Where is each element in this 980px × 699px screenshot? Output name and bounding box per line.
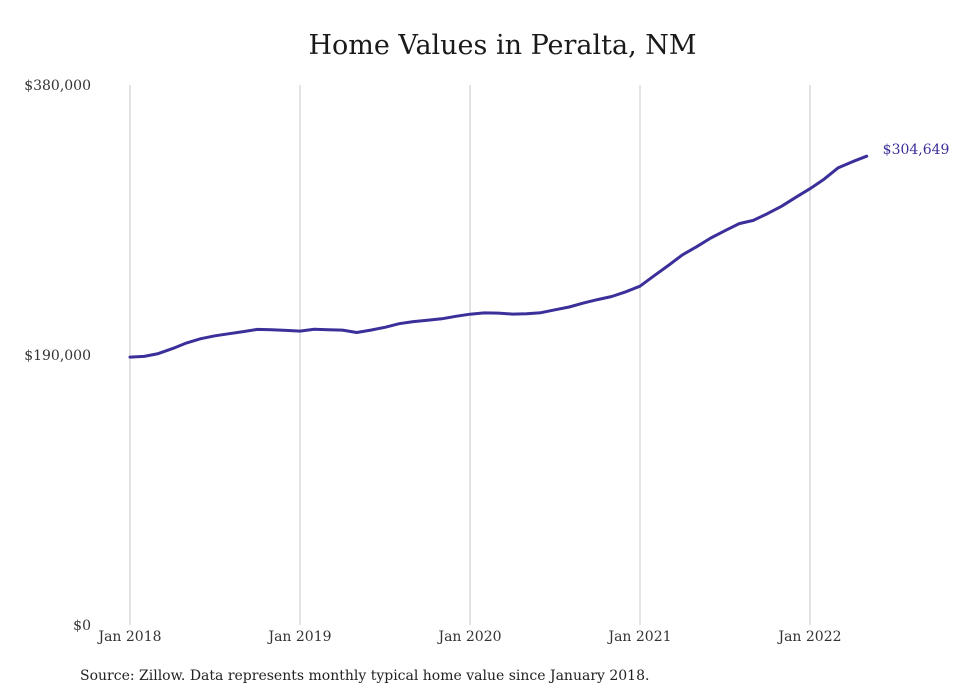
x-tick-label: Jan 2018	[96, 629, 161, 645]
y-tick-label: $0	[73, 618, 91, 634]
grid-layer	[129, 85, 811, 625]
y-axis: $0 $190,000 $380,000	[24, 78, 91, 634]
end-value-label: $304,649	[883, 142, 950, 158]
x-tick-label: Jan 2021	[606, 629, 671, 645]
x-tick-label: Jan 2020	[436, 629, 501, 645]
series-line	[128, 154, 869, 359]
y-tick-label: $190,000	[24, 348, 91, 364]
series-layer: $304,649	[128, 142, 950, 359]
x-axis: Jan 2018 Jan 2019 Jan 2020 Jan 2021 Jan 2022	[96, 629, 841, 645]
y-tick-label: $380,000	[24, 78, 91, 94]
x-tick-label: Jan 2022	[776, 629, 841, 645]
line-chart: $0$190,000$380,000 Jan 2018 Jan 2019 Jan 2…	[24, 78, 950, 645]
source-note: Source: Zillow. Data represents monthly …	[80, 668, 650, 684]
x-tick-label: Jan 2019	[266, 629, 331, 645]
chart-title: Home Values in Peralta, NM	[308, 30, 697, 61]
